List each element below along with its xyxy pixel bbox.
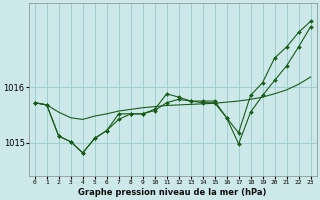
X-axis label: Graphe pression niveau de la mer (hPa): Graphe pression niveau de la mer (hPa) [78,188,267,197]
